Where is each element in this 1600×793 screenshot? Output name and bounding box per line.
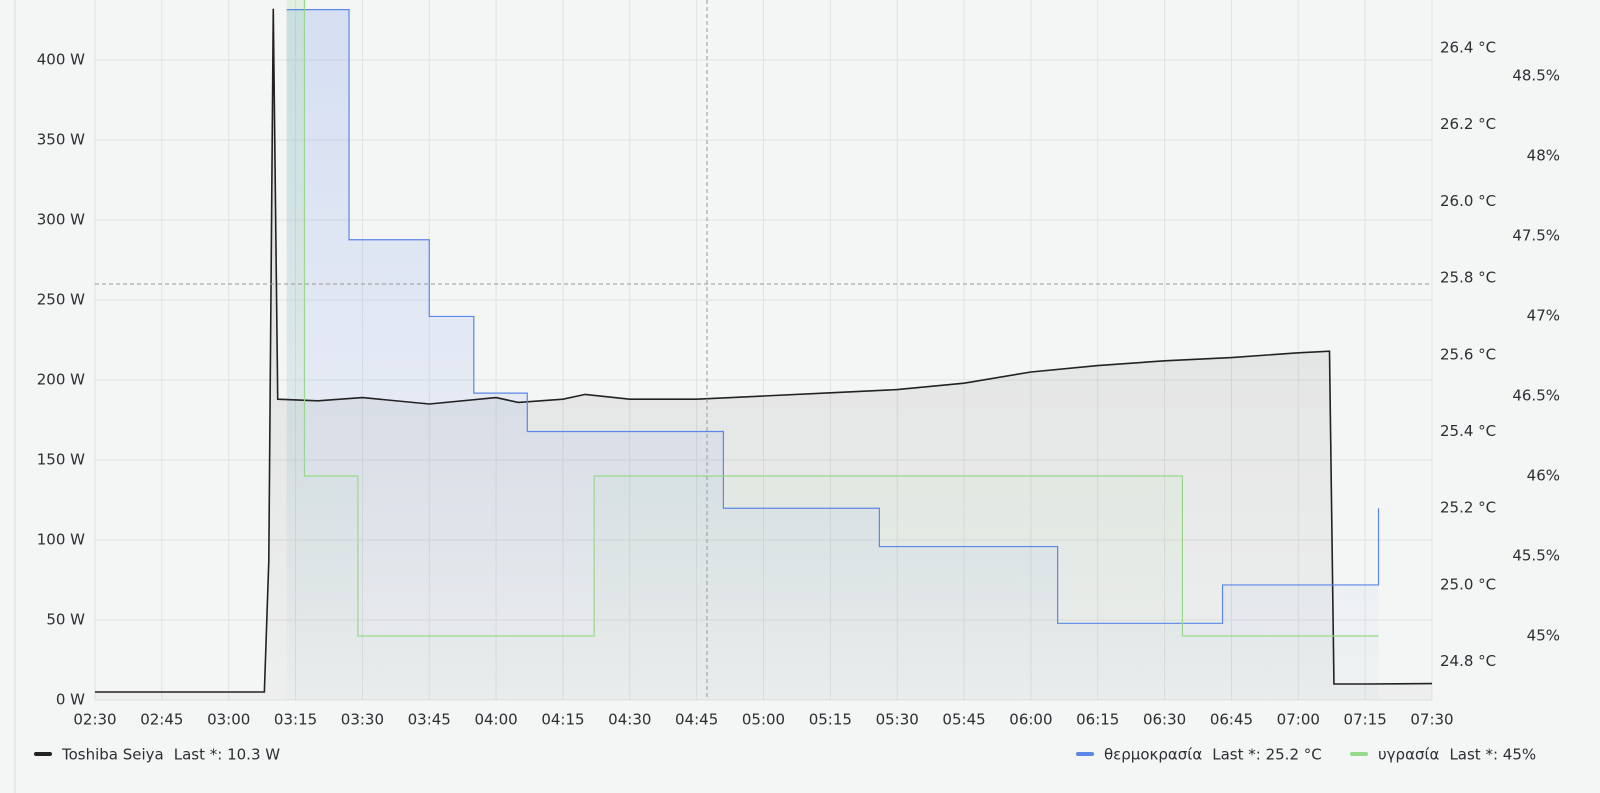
series-area <box>286 0 1379 700</box>
x-tick-label: 07:15 <box>1344 711 1387 729</box>
y2-tick-label: 26.0 °C <box>1440 192 1496 210</box>
y2-tick-label: 25.4 °C <box>1440 422 1496 440</box>
legend-last: Last *: 10.3 W <box>174 746 281 764</box>
series-line <box>286 8 1380 624</box>
areas <box>95 0 1432 700</box>
y-tick-label: 50 W <box>46 611 85 629</box>
x-tick-label: 06:45 <box>1210 711 1253 729</box>
legend-last: Last *: 25.2 °C <box>1212 746 1321 764</box>
y2-tick-label: 25.8 °C <box>1440 269 1496 287</box>
y3-tick-label: 47% <box>1527 307 1560 325</box>
y3-tick-label: 47.5% <box>1512 227 1560 245</box>
x-tick-label: 03:00 <box>207 711 250 729</box>
y2-tick-label: 24.8 °C <box>1440 652 1496 670</box>
y-tick-label: 300 W <box>37 211 85 229</box>
y3-tick-label: 45% <box>1527 627 1560 645</box>
y2-tick-label: 25.6 °C <box>1440 345 1496 363</box>
x-tick-label: 04:00 <box>474 711 517 729</box>
legend-swatch <box>1350 752 1368 756</box>
y-tick-label: 150 W <box>37 451 85 469</box>
x-tick-label: 04:45 <box>675 711 718 729</box>
y-tick-label: 250 W <box>37 291 85 309</box>
x-tick-label: 06:15 <box>1076 711 1119 729</box>
series-line <box>95 8 1432 693</box>
legend-name[interactable]: υγρασία <box>1378 746 1440 764</box>
y-tick-label: 100 W <box>37 531 85 549</box>
x-tick-label: 06:30 <box>1143 711 1186 729</box>
y2-tick-label: 26.2 °C <box>1440 115 1496 133</box>
y-tick-label: 0 W <box>56 691 85 709</box>
legend: Toshiba Seiya Last *: 10.3 W θερμοκρασία La… <box>34 746 1536 764</box>
x-tick-label: 05:15 <box>809 711 852 729</box>
y3-tick-label: 48.5% <box>1512 67 1560 85</box>
y3-tick-label: 46% <box>1527 467 1560 485</box>
labels: 02:30 02:45 03:00 03:15 03:30 03:45 04:00 04:15… <box>37 38 1560 728</box>
legend-swatch <box>34 752 52 756</box>
x-tick-label: 04:30 <box>608 711 651 729</box>
x-tick-label: 04:15 <box>541 711 584 729</box>
x-tick-label: 02:30 <box>73 711 116 729</box>
x-tick-label: 03:30 <box>341 711 384 729</box>
y3-tick-label: 48% <box>1527 147 1560 165</box>
y2-tick-label: 25.2 °C <box>1440 499 1496 517</box>
y3-tick-label: 45.5% <box>1512 547 1560 565</box>
y3-tick-label: 46.5% <box>1512 387 1560 405</box>
series-line <box>303 0 1379 637</box>
x-tick-label: 02:45 <box>140 711 183 729</box>
y2-tick-label: 25.0 °C <box>1440 575 1496 593</box>
x-tick-label: 07:30 <box>1410 711 1453 729</box>
series-area <box>286 9 1379 700</box>
lines <box>95 0 1432 693</box>
x-tick-label: 03:45 <box>408 711 451 729</box>
y2-tick-label: 26.4 °C <box>1440 38 1496 56</box>
x-tick-label: 06:00 <box>1009 711 1052 729</box>
y-tick-label: 200 W <box>37 371 85 389</box>
y-tick-label: 350 W <box>37 131 85 149</box>
x-tick-label: 07:00 <box>1277 711 1320 729</box>
y-tick-label: 400 W <box>37 51 85 69</box>
legend-last: Last *: 45% <box>1449 746 1536 764</box>
legend-swatch <box>1076 752 1094 756</box>
x-tick-label: 05:00 <box>742 711 785 729</box>
x-tick-label: 03:15 <box>274 711 317 729</box>
x-tick-label: 05:30 <box>876 711 919 729</box>
legend-name[interactable]: Toshiba Seiya <box>61 746 164 764</box>
x-tick-label: 05:45 <box>942 711 985 729</box>
legend-name[interactable]: θερμοκρασία <box>1104 746 1202 764</box>
